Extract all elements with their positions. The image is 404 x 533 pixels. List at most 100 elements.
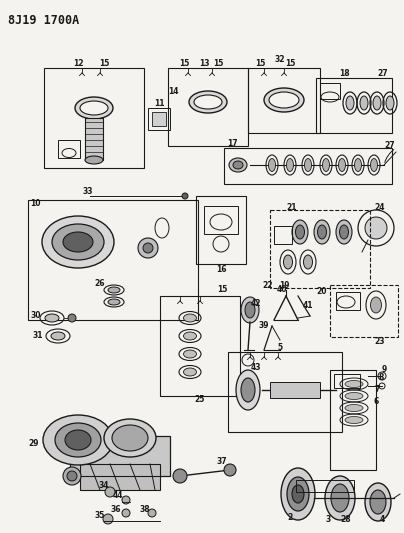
Text: 6: 6 [373, 398, 379, 407]
Bar [152, 112, 166, 126]
Bar [70, 436, 170, 476]
Ellipse shape [42, 216, 114, 268]
Circle shape [143, 243, 153, 253]
Ellipse shape [370, 490, 386, 514]
Text: 29: 29 [29, 440, 39, 448]
Ellipse shape [287, 477, 309, 511]
Text: 3: 3 [325, 515, 330, 524]
Bar [44, 68, 144, 168]
Bar [248, 68, 320, 133]
Text: 33: 33 [83, 188, 93, 197]
Text: 30: 30 [31, 311, 41, 320]
Text: 44: 44 [113, 491, 123, 500]
Ellipse shape [51, 332, 65, 340]
Ellipse shape [241, 378, 255, 402]
Ellipse shape [339, 158, 345, 172]
Ellipse shape [236, 370, 260, 410]
Bar [336, 292, 360, 310]
Ellipse shape [104, 419, 156, 457]
Ellipse shape [345, 416, 363, 424]
Circle shape [365, 217, 387, 239]
Ellipse shape [55, 423, 101, 457]
Text: 36: 36 [111, 505, 121, 514]
Bar [204, 206, 238, 234]
Text: 40: 40 [277, 286, 287, 295]
Ellipse shape [345, 392, 363, 400]
Ellipse shape [80, 101, 108, 115]
Ellipse shape [292, 220, 308, 244]
Ellipse shape [245, 302, 255, 318]
Ellipse shape [183, 350, 196, 358]
Circle shape [122, 496, 130, 504]
Text: 13: 13 [199, 59, 209, 68]
Text: 38: 38 [140, 505, 150, 514]
Ellipse shape [108, 299, 120, 305]
Ellipse shape [373, 96, 381, 110]
Ellipse shape [45, 314, 59, 322]
Text: 18: 18 [339, 69, 349, 78]
Text: 15: 15 [213, 59, 223, 68]
Ellipse shape [241, 297, 259, 323]
Text: 17: 17 [227, 140, 237, 149]
Ellipse shape [325, 476, 355, 520]
Ellipse shape [63, 467, 81, 485]
Bar [270, 382, 320, 398]
Ellipse shape [295, 225, 305, 239]
Bar [148, 108, 170, 130]
Ellipse shape [108, 287, 120, 293]
Ellipse shape [365, 483, 391, 521]
Text: 23: 23 [375, 337, 385, 346]
Text: 12: 12 [73, 59, 83, 68]
Circle shape [148, 509, 156, 517]
Ellipse shape [286, 158, 293, 172]
Bar [274, 226, 292, 244]
Text: 42: 42 [251, 300, 261, 309]
Bar [58, 140, 80, 158]
Ellipse shape [354, 158, 362, 172]
Bar [80, 464, 160, 490]
Text: 22: 22 [263, 280, 273, 289]
Ellipse shape [346, 96, 354, 110]
Text: 10: 10 [30, 199, 40, 208]
Bar [228, 352, 342, 432]
Bar [160, 296, 240, 396]
Bar [316, 78, 392, 133]
Ellipse shape [318, 225, 326, 239]
Ellipse shape [52, 224, 104, 260]
Text: 7: 7 [375, 385, 380, 394]
Ellipse shape [303, 255, 313, 269]
Ellipse shape [339, 225, 349, 239]
Text: 28: 28 [341, 515, 351, 524]
Text: 11: 11 [154, 100, 164, 109]
Text: 19: 19 [279, 280, 289, 289]
Bar [334, 374, 360, 388]
Ellipse shape [314, 220, 330, 244]
Ellipse shape [112, 425, 148, 451]
Text: 24: 24 [375, 204, 385, 213]
Ellipse shape [284, 255, 292, 269]
Text: 21: 21 [287, 203, 297, 212]
Ellipse shape [305, 158, 311, 172]
Text: 14: 14 [168, 87, 178, 96]
Ellipse shape [75, 97, 113, 119]
Ellipse shape [345, 405, 363, 411]
Ellipse shape [183, 368, 196, 376]
Ellipse shape [322, 158, 330, 172]
Text: 35: 35 [95, 511, 105, 520]
Text: 8J19 1700A: 8J19 1700A [8, 14, 79, 27]
Text: 32: 32 [275, 55, 285, 64]
Ellipse shape [336, 220, 352, 244]
Ellipse shape [292, 485, 304, 503]
Bar [330, 370, 376, 470]
Text: 27: 27 [378, 69, 388, 78]
Ellipse shape [345, 381, 363, 387]
Ellipse shape [360, 96, 368, 110]
Circle shape [173, 469, 187, 483]
Bar [270, 210, 370, 288]
Bar [168, 68, 248, 146]
Text: 41: 41 [303, 302, 313, 311]
Circle shape [68, 314, 76, 322]
Text: 8: 8 [378, 374, 384, 383]
Bar [330, 285, 398, 337]
Text: 34: 34 [99, 481, 109, 489]
